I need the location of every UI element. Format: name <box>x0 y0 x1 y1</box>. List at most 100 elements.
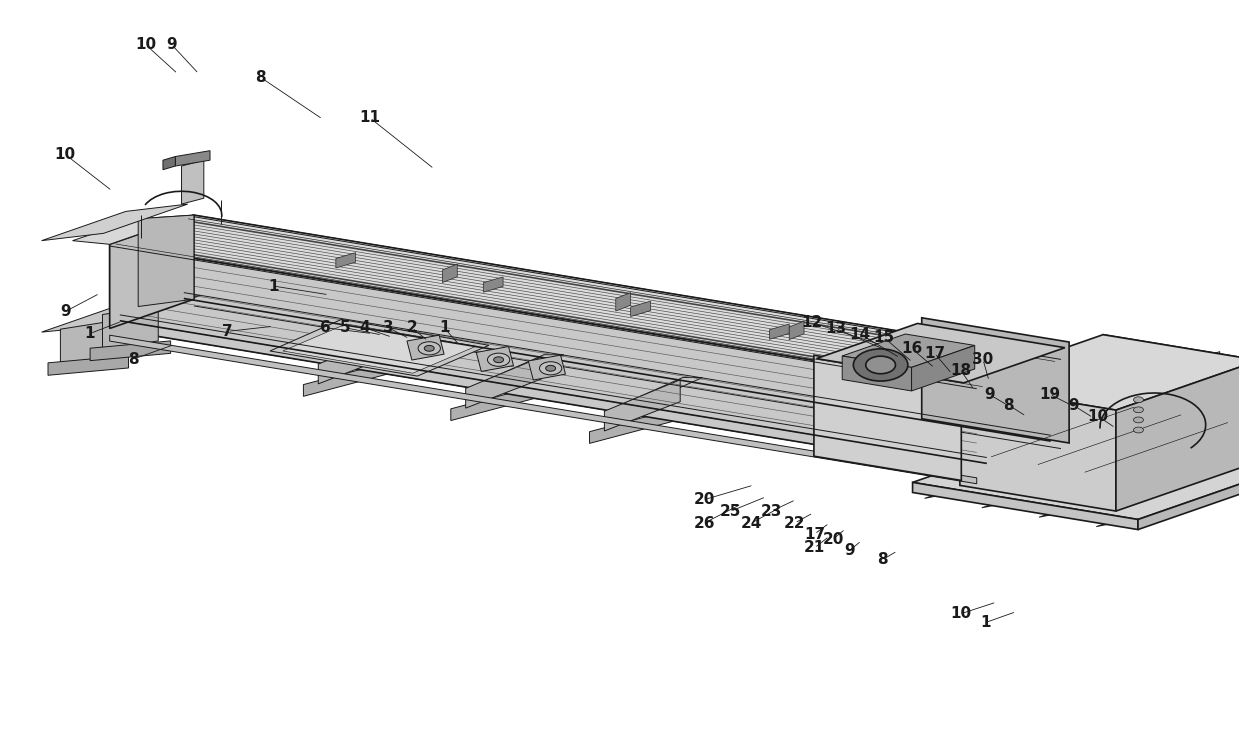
Polygon shape <box>1138 460 1240 529</box>
Text: 19: 19 <box>1039 387 1060 402</box>
Polygon shape <box>842 334 975 367</box>
Text: 30: 30 <box>972 352 993 366</box>
Polygon shape <box>816 323 1065 383</box>
Polygon shape <box>181 161 203 204</box>
Polygon shape <box>109 335 977 484</box>
Text: 10: 10 <box>55 147 76 162</box>
Polygon shape <box>175 151 210 166</box>
Text: 23: 23 <box>760 504 781 519</box>
Polygon shape <box>270 320 489 376</box>
Polygon shape <box>336 253 356 268</box>
Text: 1: 1 <box>439 320 449 335</box>
Text: 21: 21 <box>804 540 825 556</box>
Polygon shape <box>283 324 476 373</box>
Polygon shape <box>319 333 394 384</box>
Polygon shape <box>842 356 911 391</box>
Polygon shape <box>1039 452 1240 517</box>
Text: 13: 13 <box>825 321 846 336</box>
Polygon shape <box>1058 352 1220 503</box>
Text: 20: 20 <box>822 531 843 547</box>
Polygon shape <box>407 335 444 360</box>
Text: 11: 11 <box>360 110 381 125</box>
Text: 9: 9 <box>1068 398 1079 413</box>
Text: 6: 6 <box>320 320 331 335</box>
Polygon shape <box>103 306 159 350</box>
Text: 8: 8 <box>128 352 139 366</box>
Polygon shape <box>606 377 703 411</box>
Text: 25: 25 <box>719 504 742 519</box>
Text: 9: 9 <box>844 543 854 559</box>
Polygon shape <box>193 215 1061 442</box>
Text: 1: 1 <box>268 279 279 293</box>
Polygon shape <box>48 356 129 375</box>
Circle shape <box>1133 427 1143 433</box>
Text: 17: 17 <box>804 526 825 542</box>
Polygon shape <box>321 331 417 364</box>
Polygon shape <box>109 299 1061 471</box>
Polygon shape <box>631 301 651 317</box>
Text: 16: 16 <box>901 342 923 356</box>
Polygon shape <box>813 356 961 480</box>
Text: 15: 15 <box>873 330 894 345</box>
Text: 3: 3 <box>383 320 393 335</box>
Polygon shape <box>469 355 564 388</box>
Text: 14: 14 <box>849 327 870 342</box>
Text: 2: 2 <box>407 320 418 335</box>
Text: 10: 10 <box>135 37 156 52</box>
Polygon shape <box>72 215 193 244</box>
Text: 10: 10 <box>1087 409 1109 424</box>
Polygon shape <box>109 244 977 471</box>
Circle shape <box>539 361 562 375</box>
Text: 20: 20 <box>693 492 715 507</box>
Polygon shape <box>61 320 117 364</box>
Polygon shape <box>960 384 1116 511</box>
Polygon shape <box>138 215 193 306</box>
Text: 17: 17 <box>924 346 945 361</box>
Polygon shape <box>769 324 789 339</box>
Text: 8: 8 <box>255 70 267 85</box>
Polygon shape <box>304 353 425 397</box>
Text: 18: 18 <box>950 363 971 377</box>
Polygon shape <box>925 432 1127 498</box>
Text: 12: 12 <box>801 315 822 330</box>
Text: 1: 1 <box>980 615 991 630</box>
Text: 8: 8 <box>1003 398 1014 413</box>
Polygon shape <box>913 482 1138 529</box>
Polygon shape <box>589 399 712 443</box>
Polygon shape <box>899 345 919 361</box>
Text: 7: 7 <box>222 324 233 339</box>
Polygon shape <box>616 292 631 311</box>
Polygon shape <box>1116 361 1240 511</box>
Polygon shape <box>960 335 1240 410</box>
Text: 9: 9 <box>60 304 71 319</box>
Polygon shape <box>604 380 681 431</box>
Polygon shape <box>921 318 1069 443</box>
Polygon shape <box>789 321 804 339</box>
Polygon shape <box>982 442 1184 508</box>
Polygon shape <box>484 277 503 292</box>
Circle shape <box>853 349 908 381</box>
Circle shape <box>546 365 556 371</box>
Circle shape <box>1133 407 1143 413</box>
Text: 4: 4 <box>360 320 371 335</box>
Text: 22: 22 <box>784 515 806 531</box>
Text: 24: 24 <box>740 515 763 531</box>
Polygon shape <box>91 341 171 361</box>
Circle shape <box>494 357 503 363</box>
Text: 26: 26 <box>693 515 715 531</box>
Polygon shape <box>913 422 1240 520</box>
Polygon shape <box>466 357 542 408</box>
Polygon shape <box>1104 335 1240 461</box>
Polygon shape <box>109 215 193 328</box>
Polygon shape <box>443 264 458 282</box>
Polygon shape <box>42 204 187 240</box>
Text: 9: 9 <box>166 37 177 52</box>
Polygon shape <box>919 342 934 361</box>
Circle shape <box>1133 397 1143 402</box>
Polygon shape <box>109 215 1061 387</box>
Polygon shape <box>1096 461 1240 526</box>
Polygon shape <box>528 355 565 380</box>
Circle shape <box>866 356 895 374</box>
Circle shape <box>1133 417 1143 423</box>
Polygon shape <box>911 345 975 391</box>
